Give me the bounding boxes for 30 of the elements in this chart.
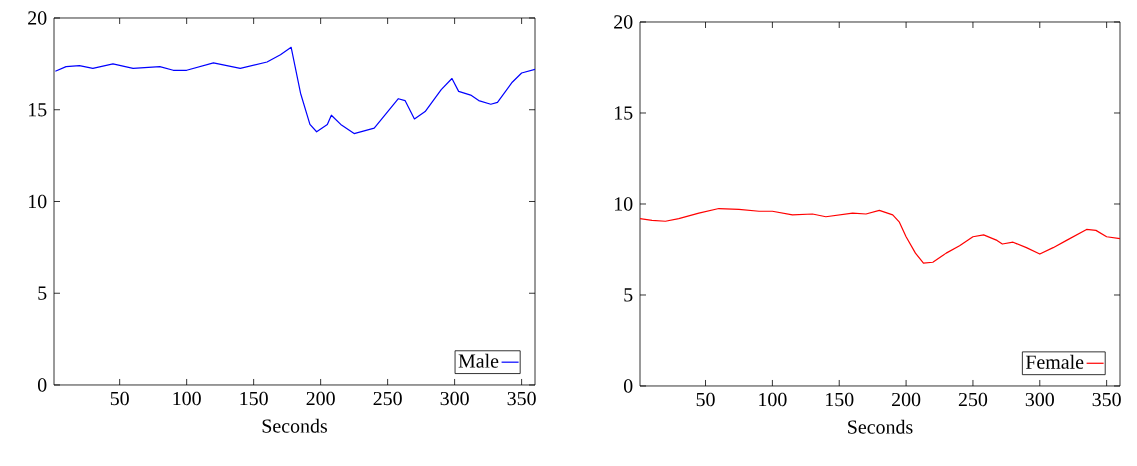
x-tick-label: 250	[373, 391, 402, 406]
y-tick-label: 15	[615, 106, 633, 120]
y-tick-label: 0	[623, 379, 633, 393]
y-tick-label: 5	[38, 286, 47, 300]
line-series	[640, 207, 1121, 264]
x-tick-label: 150	[240, 391, 268, 406]
line-series	[54, 46, 536, 135]
x-tick-label: 350	[507, 391, 536, 406]
x-tick-label: 100	[173, 391, 201, 406]
y-tick-label: 20	[28, 11, 47, 25]
y-tick-label: 10	[615, 197, 633, 211]
x-axis-title: Seconds	[848, 419, 913, 434]
y-tick-label: 15	[29, 103, 47, 117]
x-tick-label: 100	[759, 392, 787, 407]
x-tick-label: 300	[440, 391, 469, 406]
x-tick-label: 300	[1025, 392, 1054, 407]
y-tick-label: 5	[624, 288, 633, 302]
x-tick-label: 150	[826, 392, 854, 407]
x-tick-label: 200	[892, 392, 921, 407]
x-tick-label: 200	[306, 391, 335, 406]
legend-label: Male	[458, 353, 499, 368]
x-tick-label: 50	[696, 392, 715, 407]
x-tick-label: 250	[958, 392, 988, 407]
y-tick-label: 20	[614, 15, 633, 29]
legend-label: Female	[1025, 354, 1084, 369]
y-tick-label: 10	[29, 194, 47, 209]
x-axis-title: Seconds	[262, 418, 327, 433]
y-tick-label: 0	[37, 378, 47, 392]
x-tick-label: 350	[1092, 392, 1121, 407]
x-tick-label: 50	[110, 391, 129, 406]
